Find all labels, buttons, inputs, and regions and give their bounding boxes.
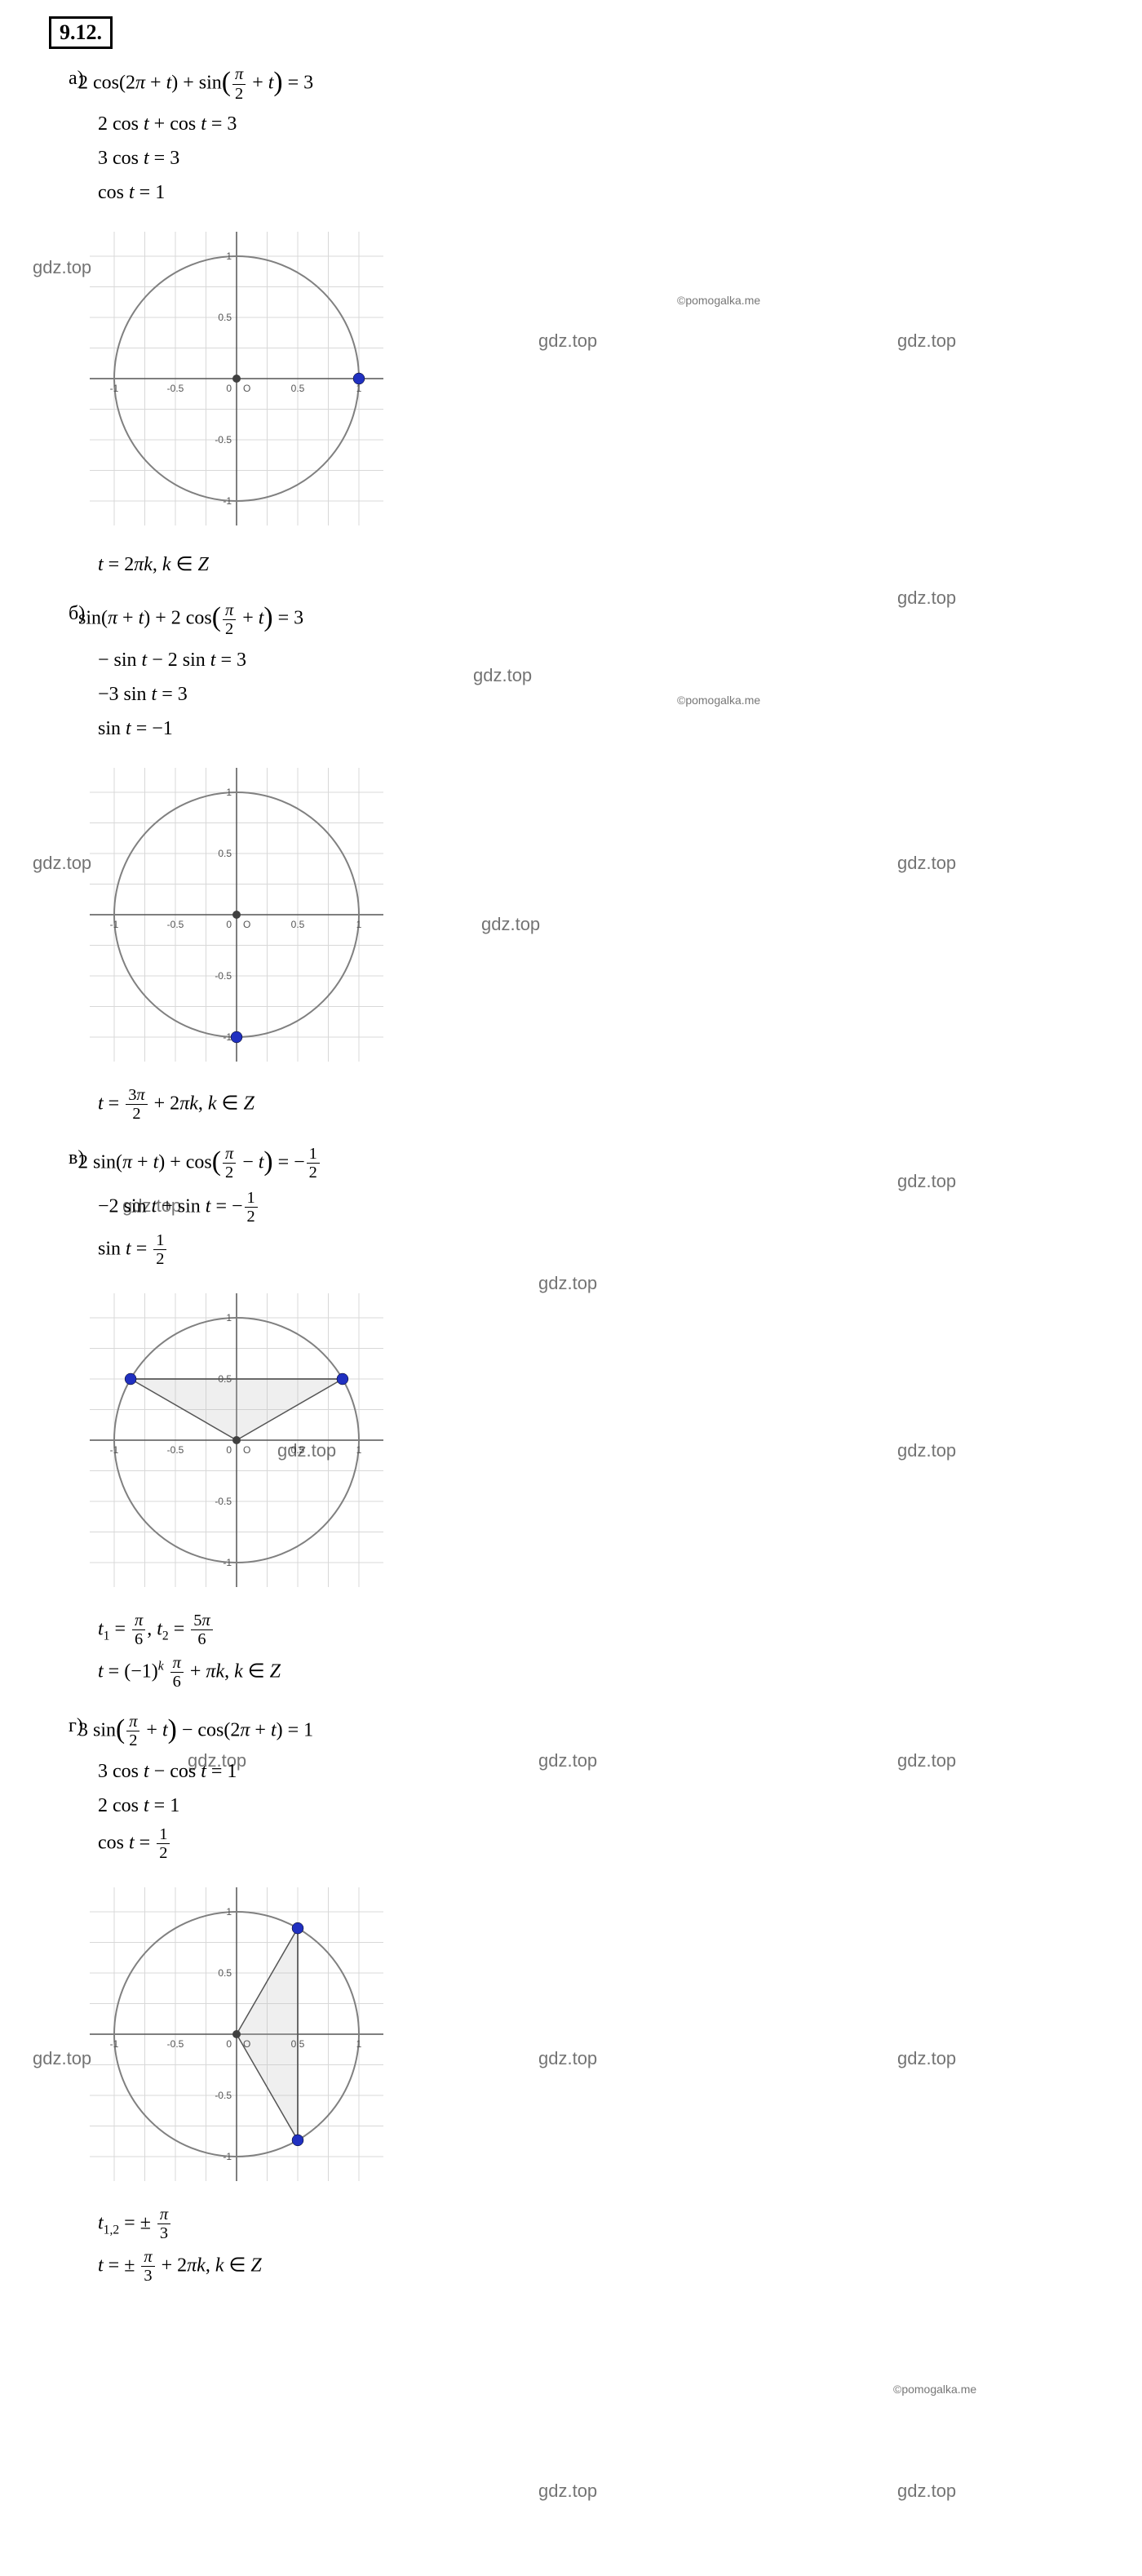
svg-text:-0.5: -0.5 — [215, 970, 232, 982]
svg-text:-1: -1 — [223, 1557, 232, 1568]
svg-text:-1: -1 — [110, 919, 119, 930]
svg-text:-1: -1 — [223, 1031, 232, 1043]
part-a-line3: 3 cos t = 3 — [49, 144, 1093, 173]
svg-text:-1: -1 — [223, 495, 232, 507]
svg-text:0.5: 0.5 — [291, 919, 305, 930]
chart-b: -1 -1 -0.5 -0.5 0.5 0.5 1 1 0O — [73, 752, 1093, 1078]
part-g-line1: г) 3 sin(π2 + t) − cos(2π + t) = 1 — [49, 1711, 1093, 1752]
chart-v: -1 -1 -0.5 -0.5 0.5 0.5 1 1 0O — [73, 1277, 1093, 1603]
svg-text:0.5: 0.5 — [218, 312, 232, 323]
watermark-small: ©pomogalka.me — [893, 2383, 976, 2396]
svg-text:-0.5: -0.5 — [167, 919, 184, 930]
svg-text:-1: -1 — [110, 2038, 119, 2050]
svg-text:-0.5: -0.5 — [215, 2090, 232, 2101]
part-g-answer1: t1,2 = ± π3 — [49, 2206, 1093, 2243]
svg-text:-0.5: -0.5 — [215, 434, 232, 446]
part-g: г) 3 sin(π2 + t) − cos(2π + t) = 1 3 cos… — [49, 1711, 1093, 2286]
part-g-line2: 3 cos t − cos t = 1 — [49, 1757, 1093, 1786]
part-a-line4: cos t = 1 — [49, 178, 1093, 207]
part-b-label: б) — [49, 599, 78, 640]
problem-number: 9.12. — [49, 16, 113, 49]
svg-text:0: 0 — [226, 919, 232, 930]
svg-text:-0.5: -0.5 — [167, 2038, 184, 2050]
part-g-answer2: t = ± π3 + 2πk, k ∈ Z — [49, 2248, 1093, 2286]
svg-text:-1: -1 — [223, 2151, 232, 2162]
svg-text:0: 0 — [226, 2038, 232, 2050]
part-b-line2: − sin t − 2 sin t = 3 — [49, 645, 1093, 675]
svg-text:-0.5: -0.5 — [215, 1496, 232, 1507]
svg-text:1: 1 — [226, 1312, 232, 1323]
part-a: а) 2 cos(2π + t) + sin(π2 + t) = 3 2 cos… — [49, 64, 1093, 579]
part-v-line2: −2 sin t + sin t = −12 — [49, 1189, 1093, 1226]
svg-text:1: 1 — [356, 919, 362, 930]
part-v-answer1: t1 = π6, t2 = 5π6 — [49, 1612, 1093, 1649]
part-v-answer2: t = (−1)k π6 + πk, k ∈ Z — [49, 1654, 1093, 1691]
svg-text:0: 0 — [226, 383, 232, 394]
watermark: gdz.top — [538, 2481, 597, 2502]
part-v-line3: sin t = 12 — [49, 1231, 1093, 1269]
svg-text:O: O — [243, 383, 250, 394]
part-b-line3: −3 sin t = 3 — [49, 680, 1093, 709]
part-a-label: а) — [49, 64, 78, 104]
part-g-line3: 2 cos t = 1 — [49, 1791, 1093, 1820]
svg-text:0.5: 0.5 — [291, 383, 305, 394]
svg-text:1: 1 — [356, 1444, 362, 1456]
part-g-line4: cos t = 12 — [49, 1825, 1093, 1863]
svg-text:0: 0 — [226, 1444, 232, 1456]
svg-text:-1: -1 — [110, 1444, 119, 1456]
svg-text:0.5: 0.5 — [218, 848, 232, 859]
svg-text:0.5: 0.5 — [218, 1967, 232, 1979]
watermark: gdz.top — [897, 2481, 956, 2502]
part-b-answer: t = 3π2 + 2πk, k ∈ Z — [49, 1086, 1093, 1124]
part-b-line4: sin t = −1 — [49, 714, 1093, 743]
part-b: б) sin(π + t) + 2 cos(π2 + t) = 3 − sin … — [49, 599, 1093, 1123]
svg-text:1: 1 — [226, 787, 232, 798]
part-v-line1: в) 2 sin(π + t) + cos(π2 − t) = −12 — [49, 1143, 1093, 1184]
part-a-answer: t = 2πk, k ∈ Z — [49, 550, 1093, 579]
svg-text:-0.5: -0.5 — [167, 1444, 184, 1456]
svg-text:-0.5: -0.5 — [167, 383, 184, 394]
part-a-line2: 2 cos t + cos t = 3 — [49, 109, 1093, 139]
chart-g: -1 -1 -0.5 -0.5 0.5 0.5 1 1 0O — [73, 1871, 1093, 2197]
svg-text:0.5: 0.5 — [291, 1444, 305, 1456]
svg-text:0.5: 0.5 — [218, 1373, 232, 1385]
svg-text:1: 1 — [356, 2038, 362, 2050]
part-b-line1: б) sin(π + t) + 2 cos(π2 + t) = 3 — [49, 599, 1093, 640]
part-g-label: г) — [49, 1711, 78, 1752]
svg-text:O: O — [243, 2038, 250, 2050]
svg-text:O: O — [243, 919, 250, 930]
svg-text:O: O — [243, 1444, 250, 1456]
chart-a: -1-1-0.5-0.50.50.5110O — [73, 215, 1093, 542]
svg-text:1: 1 — [226, 251, 232, 262]
part-a-line1: а) 2 cos(2π + t) + sin(π2 + t) = 3 — [49, 64, 1093, 104]
svg-text:-1: -1 — [110, 383, 119, 394]
svg-text:0.5: 0.5 — [291, 2038, 305, 2050]
part-v-label: в) — [49, 1143, 78, 1184]
part-v: в) 2 sin(π + t) + cos(π2 − t) = −12 −2 s… — [49, 1143, 1093, 1691]
svg-text:1: 1 — [226, 1906, 232, 1918]
